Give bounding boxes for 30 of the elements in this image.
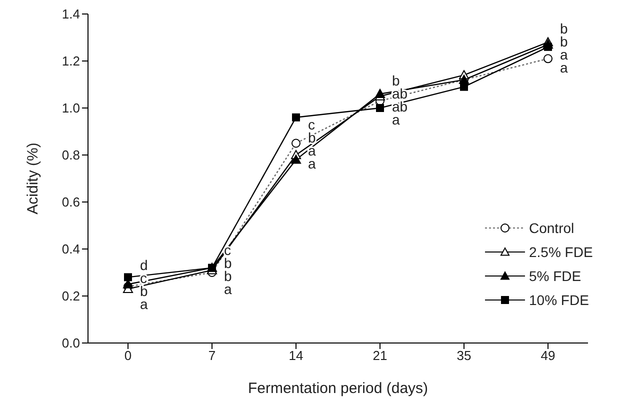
y-tick-label: 1.0 [62,100,80,116]
annotation: b [392,72,400,88]
point [460,82,468,91]
y-tick-label: 1.4 [62,6,80,22]
point [291,154,301,164]
y-tick-label: 0.6 [62,194,80,210]
x-tick-label: 7 [208,348,216,364]
point [124,273,132,282]
point [375,88,385,98]
point [292,113,300,122]
point [376,104,384,112]
x-tick-label: 21 [372,348,388,364]
y-tick-label: 0.0 [62,336,80,351]
y-tick-label: 0.2 [62,288,80,304]
x-axis-title: Fermentation period (days) [248,380,428,397]
y-tick-label: 0.8 [62,148,80,163]
x-tick-label: 35 [456,348,472,364]
x-tick-label: 49 [540,348,556,364]
annotation: d [140,256,148,273]
y-tick-label: 1.2 [62,54,80,69]
point [544,42,552,51]
annotation: a [392,111,400,128]
y-axis-title: Acidity (%) [24,142,42,214]
legend-label: 5% FDE [529,268,582,284]
x-tick-label: 0 [124,348,132,364]
legend-label: Control [529,220,574,236]
legend-label: 2.5% FDE [529,244,593,260]
x-tick-label: 14 [288,348,304,364]
y-tick-label: 0.4 [62,242,80,257]
legend-label: 10% FDE [529,292,589,308]
